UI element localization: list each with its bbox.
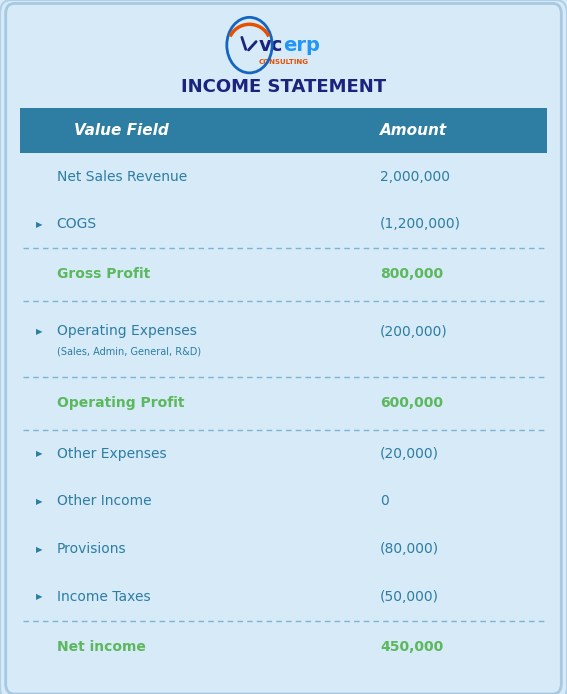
Text: Income Taxes: Income Taxes <box>57 590 150 604</box>
Text: (20,000): (20,000) <box>380 446 439 461</box>
FancyBboxPatch shape <box>20 525 547 573</box>
Text: Net Sales Revenue: Net Sales Revenue <box>57 169 187 183</box>
Text: ▶: ▶ <box>36 545 43 554</box>
Text: Value Field: Value Field <box>74 123 168 137</box>
Text: Provisions: Provisions <box>57 542 126 556</box>
Text: ▶: ▶ <box>36 220 43 229</box>
Text: Net income: Net income <box>57 640 146 654</box>
FancyBboxPatch shape <box>20 377 547 430</box>
Text: 0: 0 <box>380 494 388 508</box>
Text: (50,000): (50,000) <box>380 590 439 604</box>
Text: (80,000): (80,000) <box>380 542 439 556</box>
Text: Amount: Amount <box>380 123 447 137</box>
Text: Operating Profit: Operating Profit <box>57 396 184 410</box>
Text: (Sales, Admin, General, R&D): (Sales, Admin, General, R&D) <box>57 346 201 357</box>
FancyBboxPatch shape <box>20 108 547 153</box>
Text: COGS: COGS <box>57 217 97 231</box>
Text: Other Income: Other Income <box>57 494 151 508</box>
Text: (1,200,000): (1,200,000) <box>380 217 461 231</box>
Text: Gross Profit: Gross Profit <box>57 267 150 282</box>
FancyBboxPatch shape <box>20 430 547 477</box>
Text: ▶: ▶ <box>36 592 43 601</box>
Text: INCOME STATEMENT: INCOME STATEMENT <box>181 78 386 96</box>
Text: 800,000: 800,000 <box>380 267 443 282</box>
FancyBboxPatch shape <box>20 153 547 201</box>
FancyBboxPatch shape <box>20 620 547 673</box>
Text: Other Expenses: Other Expenses <box>57 446 166 461</box>
FancyBboxPatch shape <box>20 301 547 377</box>
Text: ▶: ▶ <box>36 328 43 337</box>
FancyBboxPatch shape <box>20 201 547 248</box>
Text: CONSULTING: CONSULTING <box>259 60 308 65</box>
Text: 600,000: 600,000 <box>380 396 443 410</box>
Text: erp: erp <box>284 35 320 55</box>
FancyBboxPatch shape <box>20 573 547 620</box>
Text: ▶: ▶ <box>36 449 43 458</box>
Text: (200,000): (200,000) <box>380 325 447 339</box>
Text: vc: vc <box>259 35 284 55</box>
Text: Operating Expenses: Operating Expenses <box>57 323 197 337</box>
FancyBboxPatch shape <box>20 248 547 301</box>
FancyBboxPatch shape <box>20 153 547 673</box>
Text: 450,000: 450,000 <box>380 640 443 654</box>
Text: 2,000,000: 2,000,000 <box>380 169 450 183</box>
Text: ▶: ▶ <box>36 497 43 506</box>
FancyBboxPatch shape <box>20 477 547 525</box>
